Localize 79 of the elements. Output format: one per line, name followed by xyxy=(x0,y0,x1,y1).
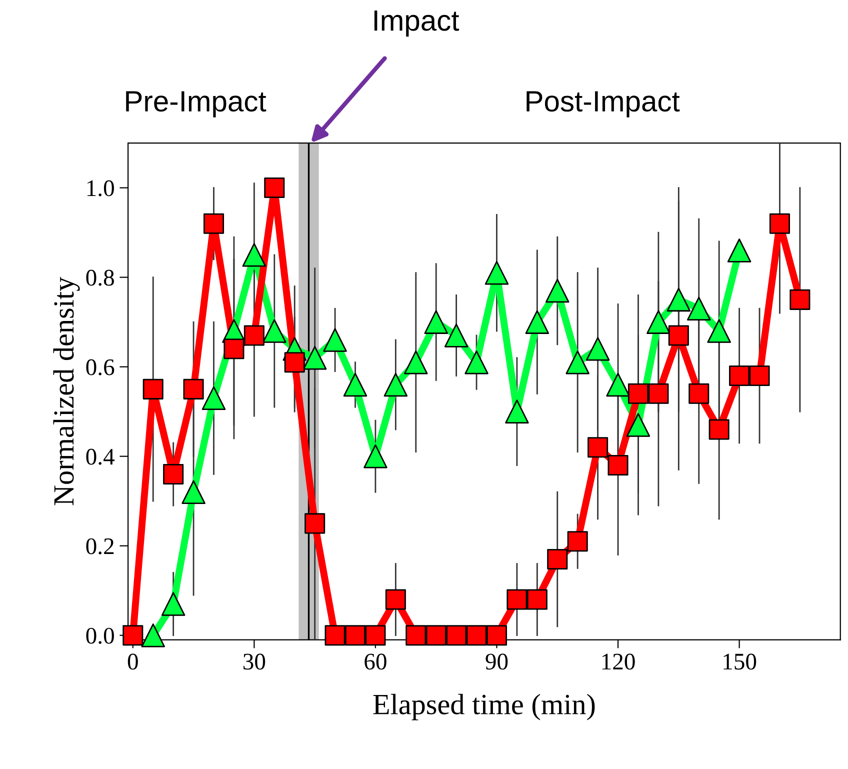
point xyxy=(264,178,285,198)
point xyxy=(547,548,568,570)
x-axis-title: Elapsed time (min) xyxy=(373,694,595,720)
point xyxy=(323,328,347,352)
point xyxy=(122,625,144,646)
point xyxy=(385,589,406,610)
point xyxy=(727,238,752,262)
point xyxy=(344,625,366,646)
point xyxy=(526,589,548,610)
point xyxy=(304,513,326,534)
x-tick-label: 120 xyxy=(602,654,635,670)
point xyxy=(708,419,730,440)
point xyxy=(505,400,529,424)
point xyxy=(424,310,448,334)
x-tick-label: 90 xyxy=(486,654,508,670)
point xyxy=(646,310,670,334)
point xyxy=(628,383,648,404)
point xyxy=(202,386,226,410)
point xyxy=(446,625,467,646)
y-tick-label: 0.0 xyxy=(86,628,114,644)
point xyxy=(406,625,426,646)
point xyxy=(163,464,184,484)
point xyxy=(486,625,508,646)
y-tick-label: 0.6 xyxy=(86,359,114,376)
point xyxy=(142,378,164,400)
text: Post-Impact xyxy=(526,91,680,118)
x-tick-label: 150 xyxy=(724,654,756,670)
point xyxy=(586,337,610,361)
point xyxy=(545,278,570,303)
point xyxy=(242,243,266,267)
point xyxy=(324,625,346,646)
point xyxy=(686,296,711,321)
y-tick-label: 0.2 xyxy=(86,538,114,554)
point xyxy=(183,378,204,400)
point xyxy=(769,213,790,234)
point xyxy=(343,372,368,397)
point xyxy=(466,625,487,646)
point xyxy=(224,338,244,360)
point xyxy=(707,319,731,343)
point xyxy=(141,623,166,648)
point xyxy=(729,365,750,386)
point xyxy=(668,325,689,346)
point xyxy=(566,350,590,374)
point xyxy=(284,352,305,373)
point xyxy=(365,625,386,646)
x-tick-label: 60 xyxy=(364,654,386,670)
point xyxy=(404,350,428,374)
point xyxy=(608,455,628,476)
y-axis-title: Normalized density xyxy=(53,276,80,506)
point xyxy=(666,288,691,312)
y-tick-label: 1.0 xyxy=(87,180,114,196)
point xyxy=(464,350,488,374)
point xyxy=(790,289,810,310)
text: Pre-Impact xyxy=(126,91,266,118)
point xyxy=(384,372,408,397)
y-tick-label: 0.4 xyxy=(86,448,114,465)
x-tick-label: 30 xyxy=(244,654,266,670)
point xyxy=(567,531,588,552)
point xyxy=(588,437,608,458)
point xyxy=(606,372,630,397)
point xyxy=(525,310,550,334)
x-tick-label: 0 xyxy=(128,654,138,670)
point xyxy=(161,592,186,616)
point xyxy=(688,383,710,404)
point xyxy=(444,324,468,348)
point xyxy=(262,319,286,343)
point xyxy=(648,383,669,404)
point xyxy=(182,480,206,504)
y-tick-label: 0.8 xyxy=(86,270,114,286)
point xyxy=(244,325,264,346)
point xyxy=(203,213,224,234)
point xyxy=(506,589,528,610)
point xyxy=(364,444,388,468)
annotation: Impact xyxy=(374,10,460,37)
point xyxy=(484,260,509,285)
point xyxy=(426,625,446,646)
point xyxy=(302,346,327,370)
point xyxy=(626,413,650,437)
point xyxy=(749,365,770,386)
